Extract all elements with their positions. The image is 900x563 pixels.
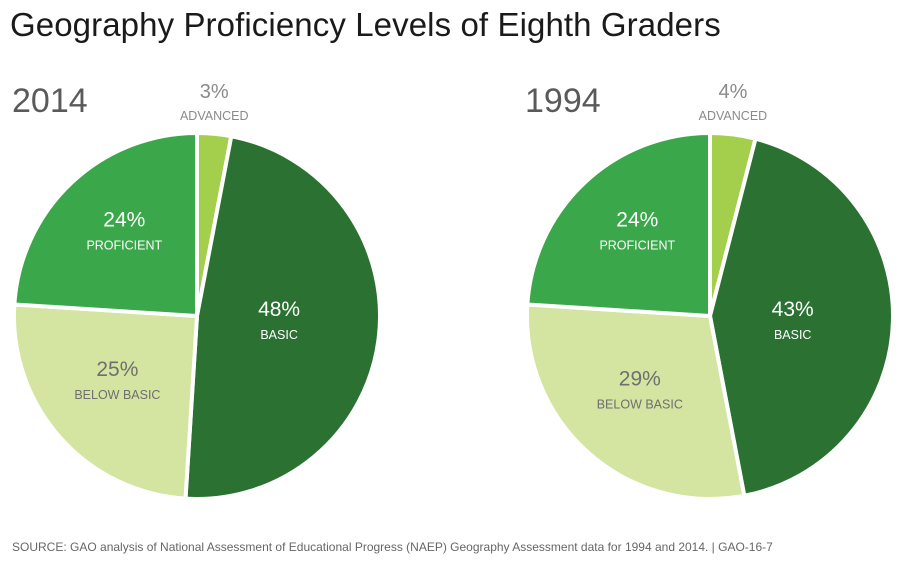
slice-pct-label: 4% [718, 81, 747, 103]
pie-slice-basic [707, 136, 895, 499]
source-note: SOURCE: GAO analysis of National Assessm… [12, 540, 773, 554]
slice-name-label: ADVANCED [180, 109, 249, 123]
slice-pct-label: 48% [258, 298, 300, 321]
pie-chart-1994: 1994 4% ADVANCED 43% BASIC 29% BELOW BASIC 24%… [513, 70, 900, 530]
pie-svg-1994: 4% ADVANCED 43% BASIC 29% BELOW BASIC 24% PROFI… [525, 81, 895, 501]
slice-pct-label: 43% [772, 298, 814, 321]
year-label: 2014 [12, 82, 88, 120]
slice-name-label: BELOW BASIC [74, 388, 160, 402]
pie-slice-proficient [525, 130, 712, 319]
slice-name-label: PROFICIENT [86, 239, 162, 253]
slice-name-label: BASIC [774, 328, 812, 342]
slice-pct-label: 24% [103, 209, 145, 232]
slice-pct-label: 25% [96, 358, 138, 381]
slice-pct-label: 24% [616, 209, 658, 232]
slice-pct-label: 3% [200, 81, 229, 103]
pie-slice-basic [183, 133, 382, 502]
pie-svg-2014: 3% ADVANCED 48% BASIC 25% BELOW BASIC 24% PROFI… [12, 81, 382, 502]
slice-pct-label: 29% [619, 368, 661, 391]
chart-title: Geography Proficiency Levels of Eighth G… [10, 6, 721, 43]
pie-slice-below-basic [525, 302, 747, 501]
slice-name-label: BASIC [260, 328, 298, 342]
pie-slice-below-basic [12, 302, 200, 501]
pie-chart-2014: 2014 3% ADVANCED 48% BASIC 25% BELOW BASIC 24%… [0, 70, 400, 530]
year-label: 1994 [525, 82, 601, 120]
slice-name-label: ADVANCED [699, 109, 768, 123]
pie-slice-proficient [12, 130, 199, 319]
slice-name-label: PROFICIENT [599, 239, 675, 253]
slice-name-label: BELOW BASIC [597, 398, 683, 412]
